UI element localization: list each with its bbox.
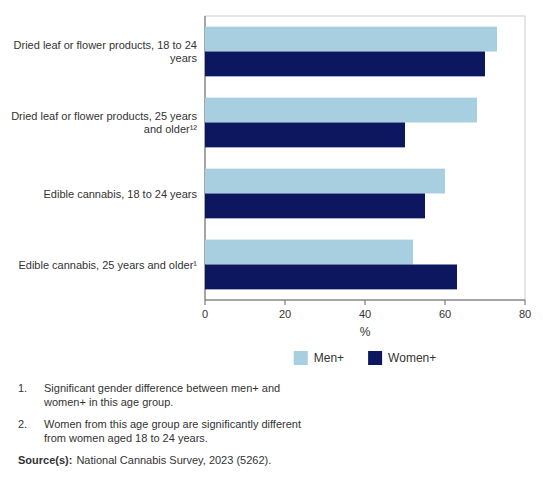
bar xyxy=(205,169,445,194)
bar xyxy=(205,27,497,52)
category-label: Edible cannabis, 18 to 24 years xyxy=(44,188,198,200)
annotation-line: from women aged 18 to 24 years. xyxy=(44,432,208,444)
legend-label: Women+ xyxy=(388,351,436,365)
tick-label: 0 xyxy=(202,308,208,320)
bar xyxy=(205,52,485,77)
annotation: Significant gender difference between me… xyxy=(43,382,280,408)
category-label: Dried leaf or flower products, 25 yearsa… xyxy=(11,110,197,135)
tick-mark xyxy=(285,300,286,305)
annotation: Source(s): xyxy=(18,454,72,466)
bar xyxy=(205,194,425,219)
bar xyxy=(205,265,457,290)
category-label: Edible cannabis, 25 years and older¹ xyxy=(18,259,197,271)
label-line: Dried leaf or flower products, 18 to 24 xyxy=(14,39,197,51)
annotation: 1. xyxy=(18,382,27,394)
bar xyxy=(205,123,405,148)
label-line: Edible cannabis, 25 years and older¹ xyxy=(18,259,197,271)
chart: 0 20 40 60 80% Dried leaf or flower products,… xyxy=(0,0,543,497)
tick-mark xyxy=(525,300,526,305)
label-line: Edible cannabis, 18 to 24 years xyxy=(44,188,198,200)
plot-area xyxy=(205,16,525,300)
legend-swatch xyxy=(368,351,382,365)
annotation-line: Women from this age group are significan… xyxy=(44,418,301,430)
annotation-line: women+ in this age group. xyxy=(43,396,173,408)
legend: Men+ Women+ xyxy=(294,351,437,365)
tick-label: 80 xyxy=(519,308,531,320)
bar xyxy=(205,98,477,123)
x-axis-label: % xyxy=(360,325,371,339)
tick-mark xyxy=(365,300,366,305)
label-line: Dried leaf or flower products, 25 years xyxy=(11,110,197,122)
tick-label: 40 xyxy=(359,308,371,320)
legend-label: Men+ xyxy=(314,351,344,365)
annotation-line: Significant gender difference between me… xyxy=(44,382,280,394)
label-line: and older¹² xyxy=(144,123,198,135)
annotation: 2. xyxy=(18,418,27,430)
annotation: Women from this age group are significan… xyxy=(44,418,301,444)
label-line: years xyxy=(170,52,197,64)
tick-mark xyxy=(445,300,446,305)
tick-label: 60 xyxy=(439,308,451,320)
annotation: National Cannabis Survey, 2023 (5262). xyxy=(76,454,271,466)
bars xyxy=(205,27,497,290)
bar xyxy=(205,240,413,265)
x-axis-line xyxy=(205,300,525,301)
annotation-line: National Cannabis Survey, 2023 (5262). xyxy=(76,454,271,466)
tick-mark xyxy=(205,300,206,305)
tick-label: 20 xyxy=(279,308,291,320)
legend-swatch xyxy=(294,351,308,365)
category-label: Dried leaf or flower products, 18 to 24y… xyxy=(14,39,198,64)
